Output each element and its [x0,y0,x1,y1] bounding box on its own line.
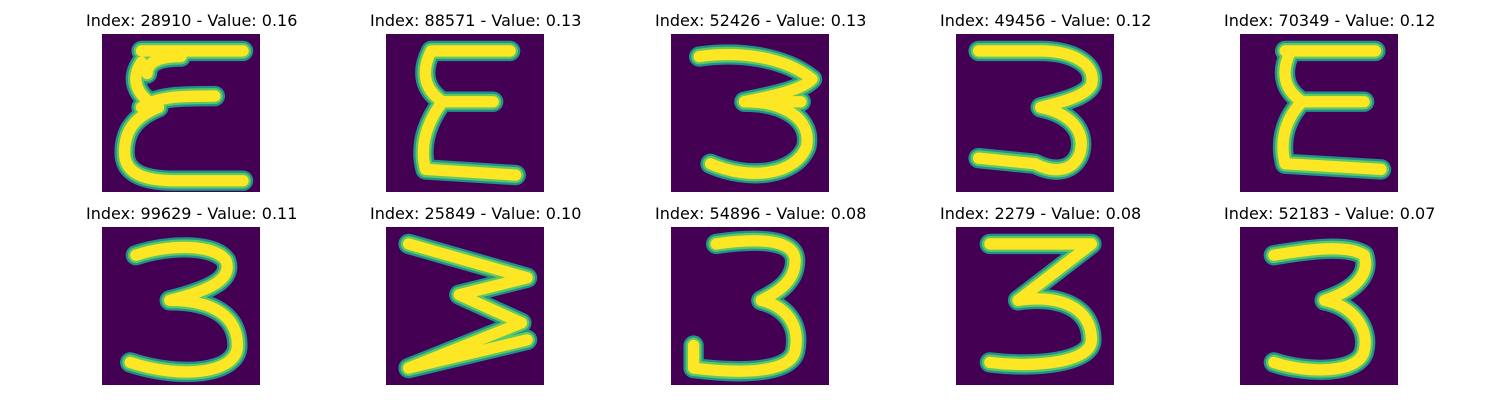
panel-title: Index: 99629 - Value: 0.11 [86,204,298,223]
digit-stroke [687,235,802,377]
digit-image [1240,227,1398,385]
digit-image [956,227,1114,385]
digit-image [386,227,544,385]
digit-stroke [972,45,1098,176]
panel-title: Index: 28910 - Value: 0.16 [86,11,298,30]
digit-stroke [984,238,1098,371]
digit-image [671,34,829,192]
panel-4: Index: 49456 - Value: 0.12 [940,0,1152,192]
digit-image [102,227,260,385]
panel-2: Index: 88571 - Value: 0.13 [370,0,582,192]
digit-stroke [402,238,533,374]
panel-title: Index: 2279 - Value: 0.08 [940,204,1142,223]
digit-image [956,34,1114,192]
digit-stroke [118,45,249,187]
digit-image [386,34,544,192]
digit-image [1240,34,1398,192]
panel-title: Index: 52426 - Value: 0.13 [655,11,867,30]
panel-title: Index: 88571 - Value: 0.13 [370,11,582,30]
digit-image [671,227,829,385]
digit-stroke [1268,243,1372,376]
digit-stroke [1277,45,1387,176]
panel-8: Index: 54896 - Value: 0.08 [655,193,867,385]
panel-3: Index: 52426 - Value: 0.13 [655,0,867,192]
panel-5: Index: 70349 - Value: 0.12 [1224,0,1436,192]
panel-title: Index: 54896 - Value: 0.08 [655,204,867,223]
panel-7: Index: 25849 - Value: 0.10 [370,193,582,385]
digit-stroke [417,45,522,181]
panel-title: Index: 52183 - Value: 0.07 [1224,204,1436,223]
panel-1: Index: 28910 - Value: 0.16 [86,0,298,192]
panel-title: Index: 49456 - Value: 0.12 [940,11,1152,30]
panel-9: Index: 2279 - Value: 0.08 [940,193,1142,385]
panel-6: Index: 99629 - Value: 0.11 [86,193,298,385]
digit-stroke [124,241,244,378]
digit-stroke [693,48,818,179]
panel-title: Index: 25849 - Value: 0.10 [370,204,582,223]
panel-title: Index: 70349 - Value: 0.12 [1224,11,1436,30]
digit-image [102,34,260,192]
panel-10: Index: 52183 - Value: 0.07 [1224,193,1436,385]
